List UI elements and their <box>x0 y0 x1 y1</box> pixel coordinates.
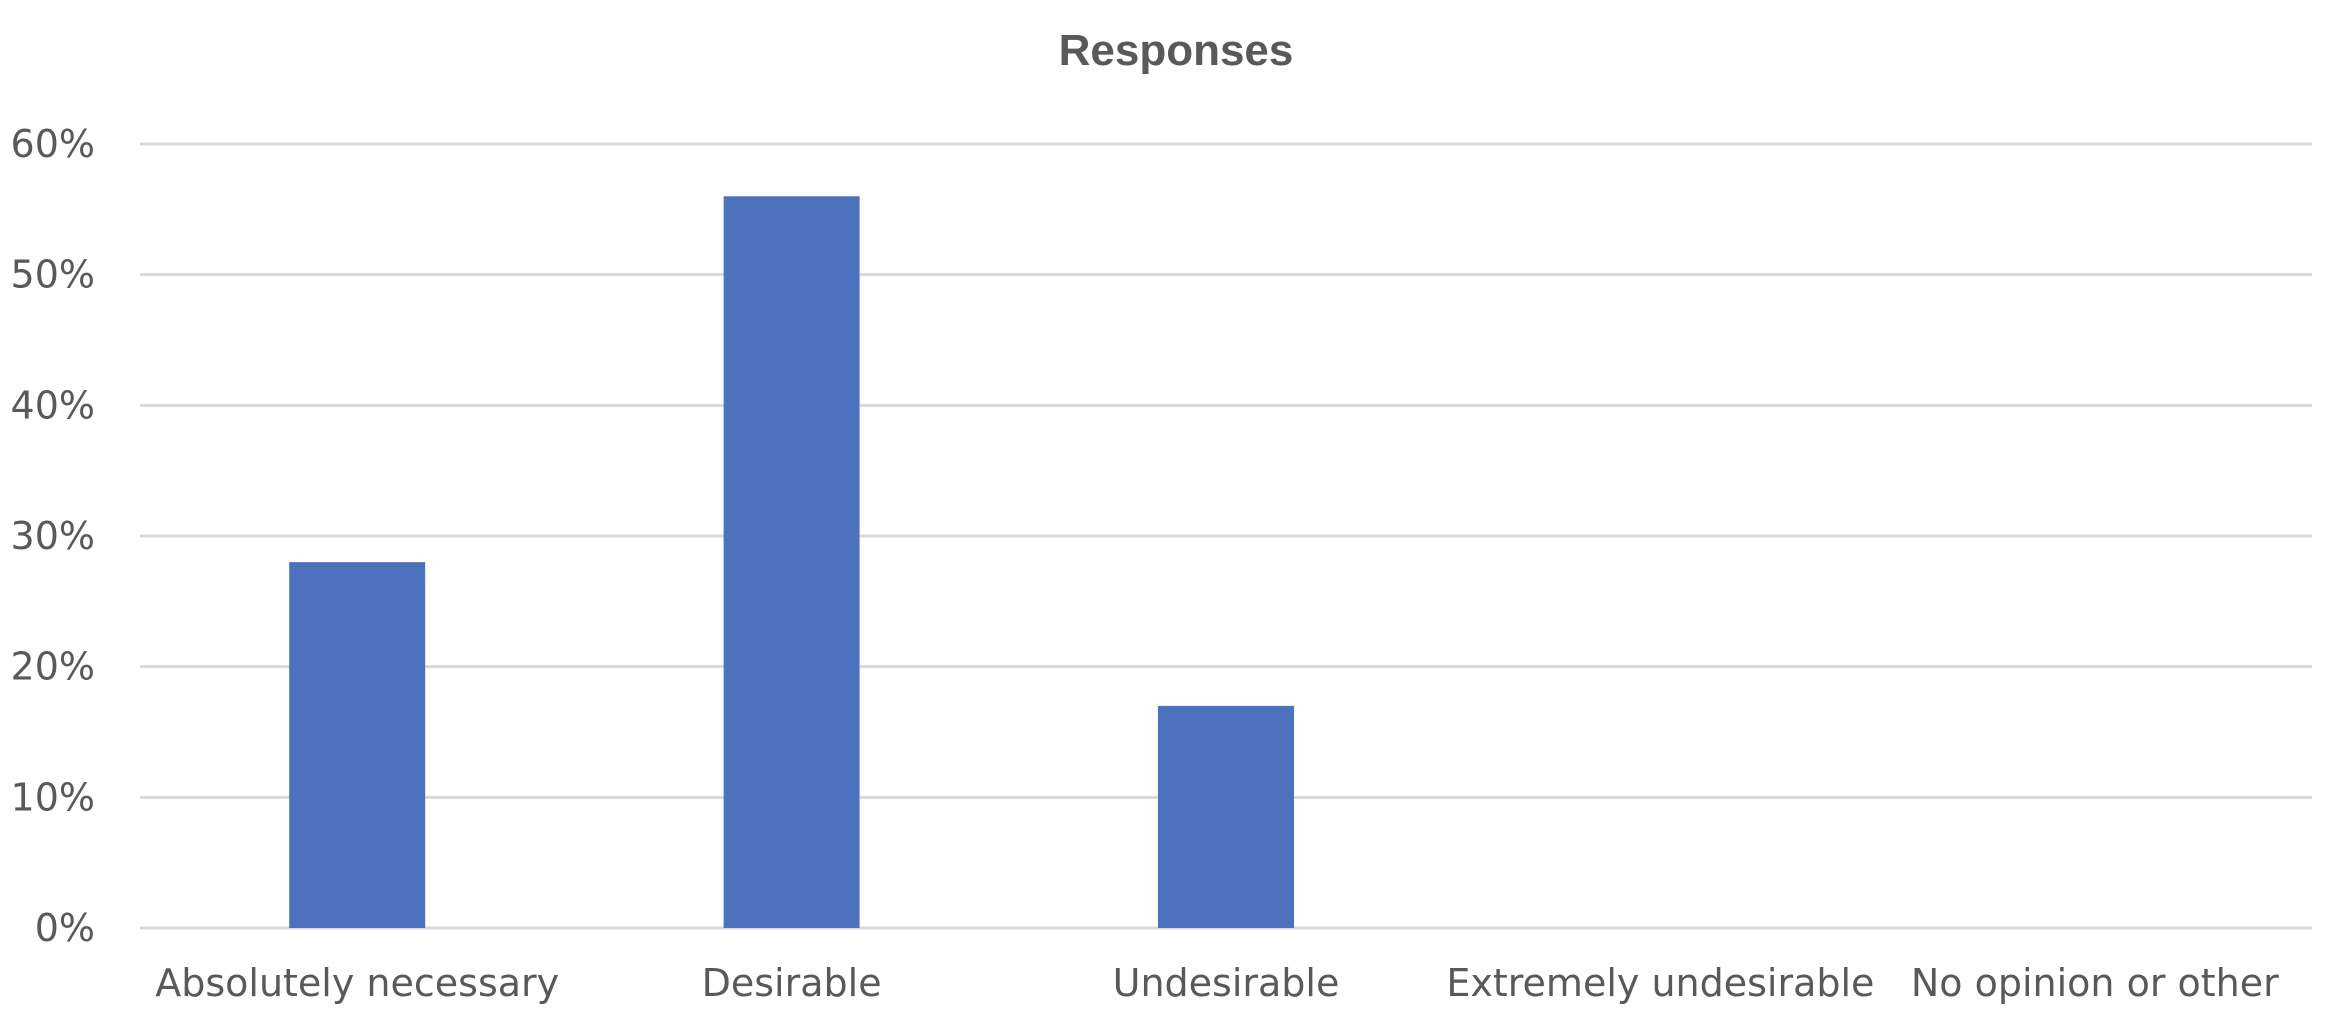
bar <box>1158 705 1294 928</box>
bar <box>723 196 860 928</box>
y-tick-label: 60% <box>11 122 95 166</box>
chart-title: Responses <box>1059 26 1294 75</box>
x-category-label: Absolutely necessary <box>155 961 559 1005</box>
y-tick-label: 20% <box>11 645 95 689</box>
x-category-label: Desirable <box>702 961 882 1005</box>
x-axis-categories: Absolutely necessary Desirable Undesirable… <box>155 961 2279 1005</box>
x-category-label: No opinion or other <box>1911 961 2279 1005</box>
x-category-label: Extremely undesirable <box>1446 961 1874 1005</box>
bar <box>289 562 426 928</box>
y-tick-label: 30% <box>11 514 95 558</box>
y-axis-ticks: 0% 10% 20% 30% 40% 50% 60% <box>11 122 95 950</box>
y-tick-label: 50% <box>11 253 95 297</box>
y-tick-label: 40% <box>11 383 95 427</box>
bars <box>289 196 1294 928</box>
x-category-label: Undesirable <box>1113 961 1340 1005</box>
y-tick-label: 10% <box>11 775 95 819</box>
y-tick-label: 0% <box>35 906 95 950</box>
gridlines <box>140 142 2312 930</box>
